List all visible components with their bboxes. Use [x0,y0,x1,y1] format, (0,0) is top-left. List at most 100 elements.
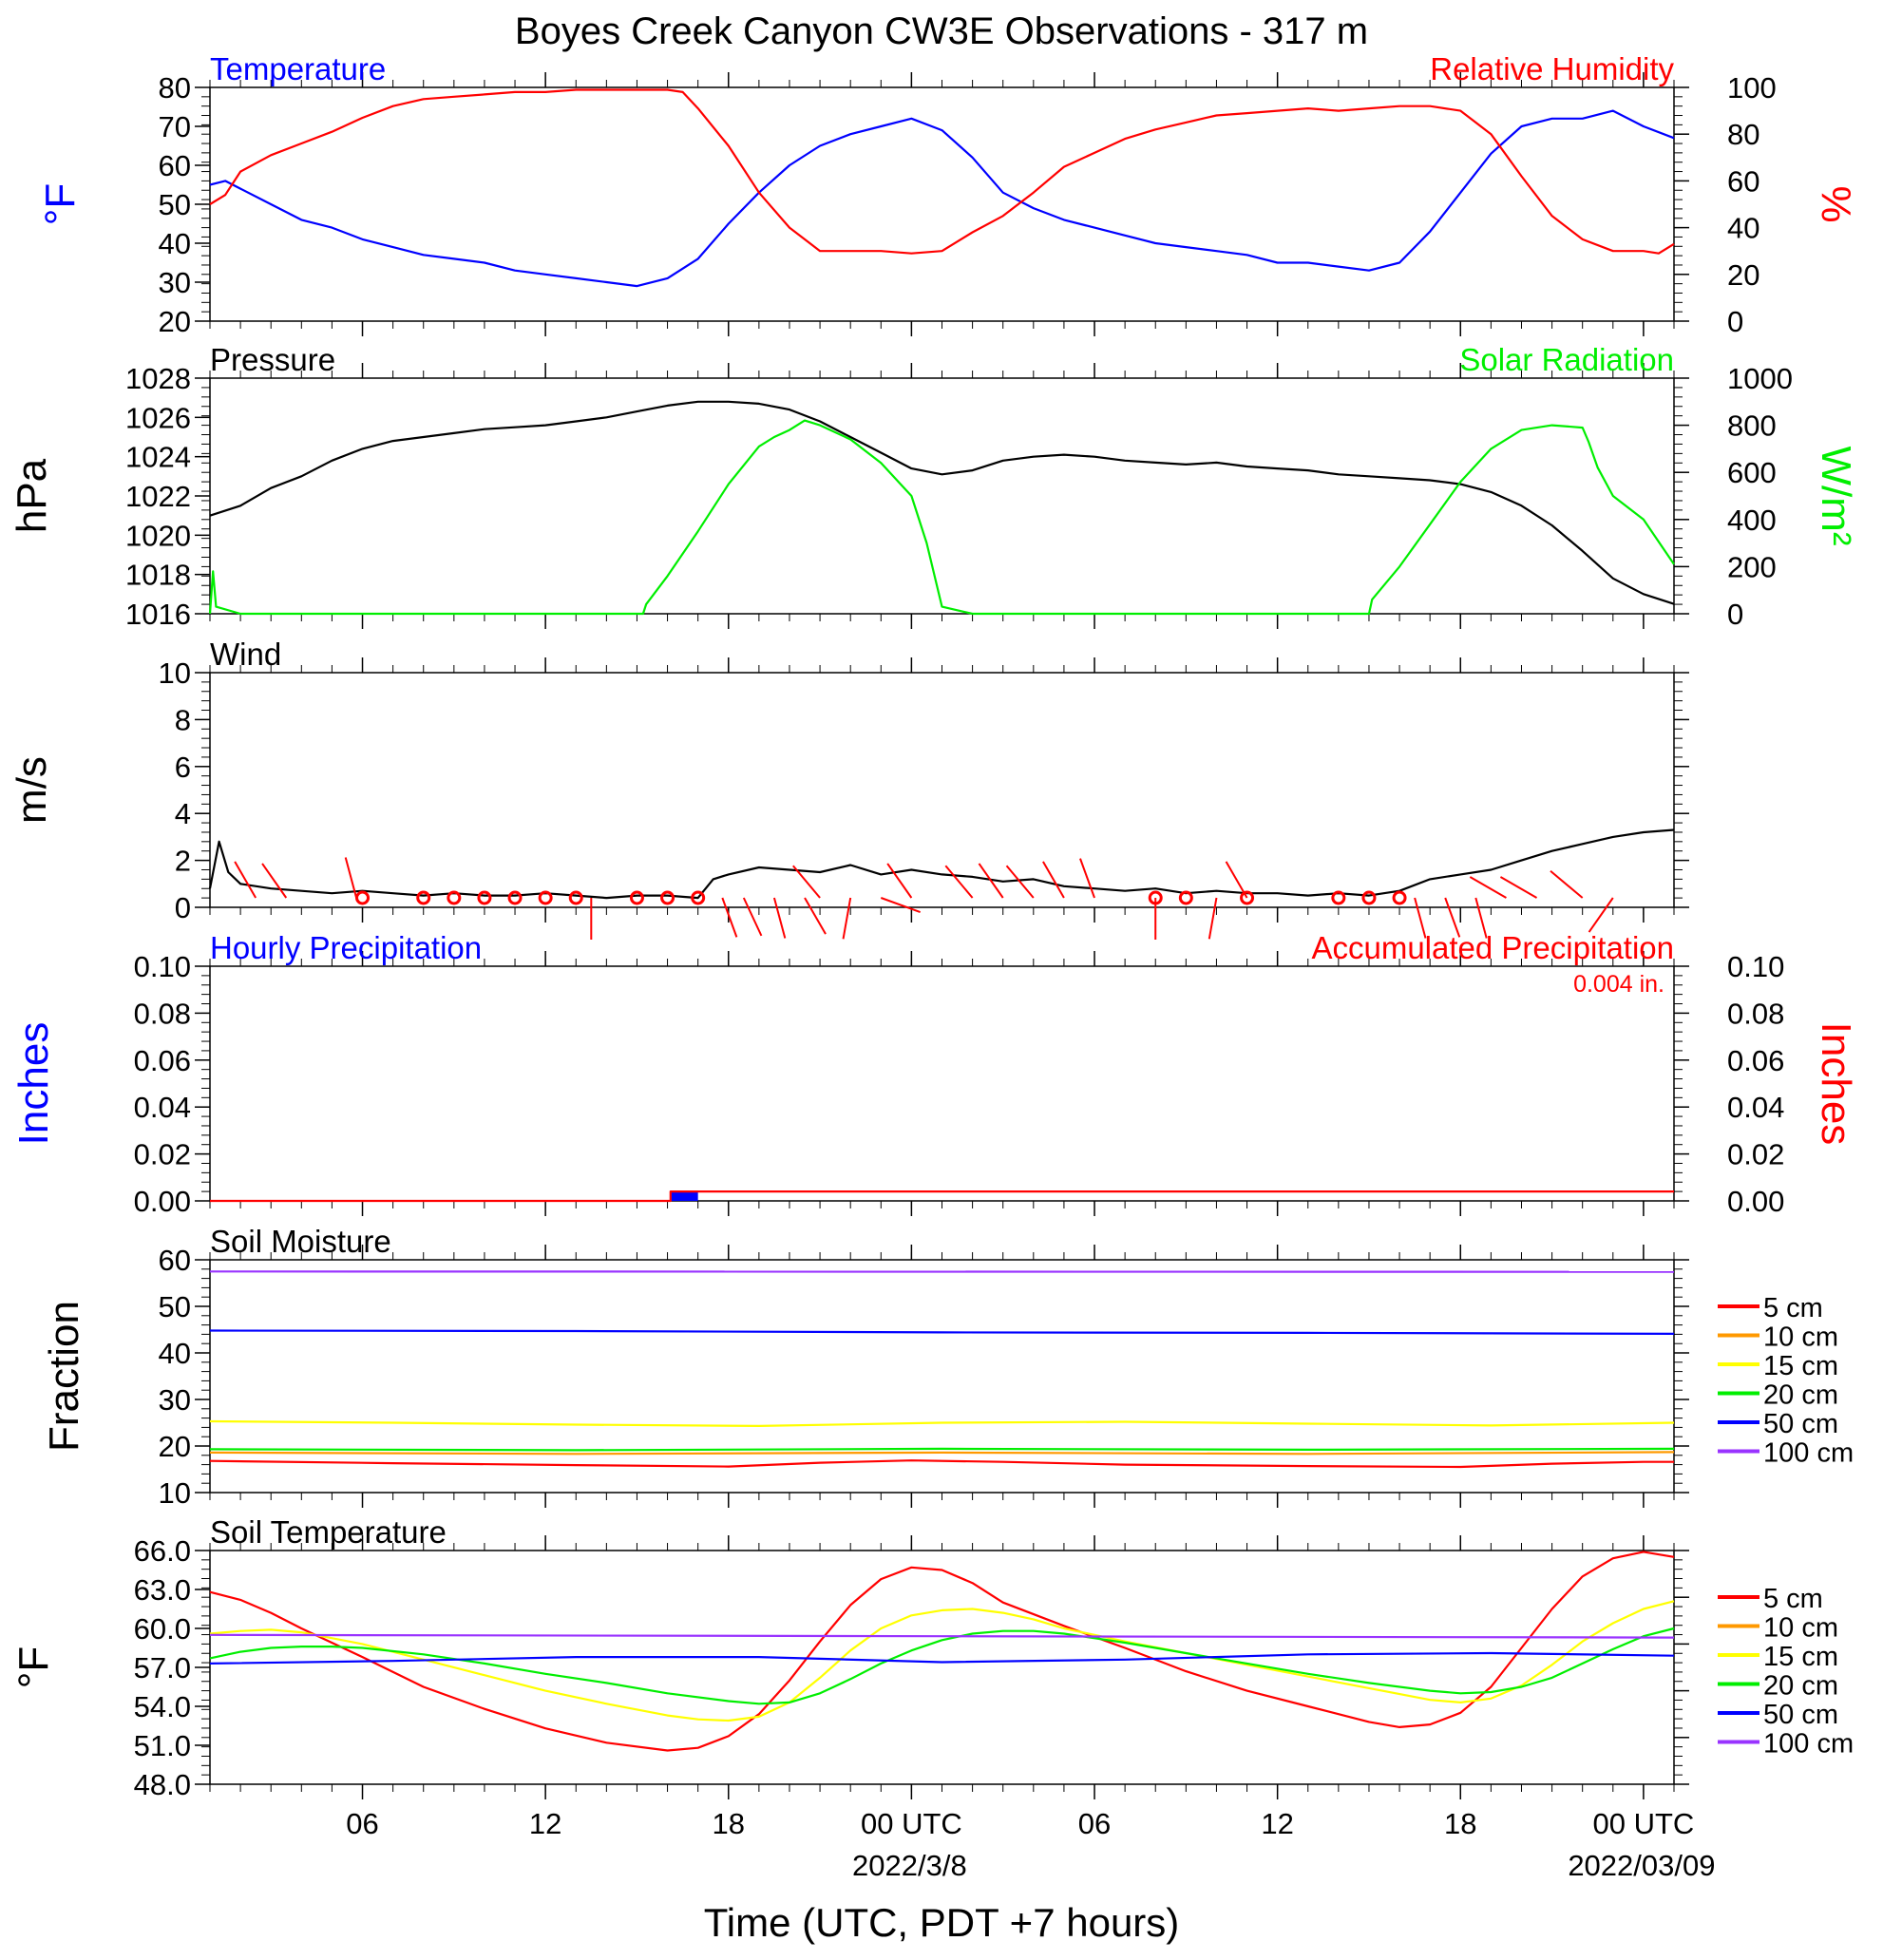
wind-calm-marker [631,892,642,904]
pressure_solar-right-title: Solar Radiation [1459,342,1674,377]
wind-barb [844,898,851,939]
wind-calm-marker [357,892,369,904]
precip-left-title: Hourly Precipitation [210,930,482,965]
wind-barb [805,898,826,934]
soil_temp-ylabel-left: °F [10,1646,57,1688]
pressure_solar-ytick-right: 800 [1727,409,1777,443]
soil_moisture-ytick-left: 30 [159,1383,191,1417]
xtick-label: 12 [529,1807,561,1840]
soil_temp-ytick-left: 66.0 [134,1534,191,1568]
soil_temp-ytick-left: 57.0 [134,1651,191,1684]
wind-ytick-left: 6 [175,751,191,784]
soil_moisture-series-5-cm [210,1460,1674,1467]
precip-ytick-left: 0.04 [134,1091,191,1124]
precip-ytick-left: 0.06 [134,1044,191,1077]
wind-calm-marker [662,892,674,904]
wind-barb [1080,859,1094,898]
soil_temp-frame [210,1551,1674,1784]
xtick-label: 06 [1078,1807,1111,1840]
temp_rh-ytick-left: 20 [159,305,191,338]
soil_moisture-legend-label: 10 cm [1763,1323,1838,1353]
precip-frame [210,966,1674,1201]
soil_moisture-ytick-left: 20 [159,1430,191,1463]
temp_rh-ytick-right: 100 [1727,71,1777,105]
xtick-label: 18 [1444,1807,1476,1840]
soil_moisture-ytick-left: 40 [159,1337,191,1370]
wind-ytick-left: 0 [175,891,191,924]
soil_temp-ytick-left: 63.0 [134,1573,191,1607]
pressure_solar-ytick-left: 1024 [125,441,191,474]
wind-frame [210,673,1674,907]
xtick-label: 00 UTC [1592,1807,1694,1840]
wind-barb [774,898,785,939]
xdate-label: 2022/03/09 [1568,1849,1715,1882]
soil_temp-legend-label: 10 cm [1763,1613,1838,1644]
precip-ylabel-left: Inches [10,1022,57,1146]
xtick-label: 06 [346,1807,378,1840]
pressure_solar-ytick-right: 400 [1727,504,1777,537]
precip-ytick-left: 0.02 [134,1138,191,1171]
precip-ytick-left: 0.10 [134,950,191,983]
pressure_solar-series-solar-radiation [210,421,1674,614]
wind-calm-marker [1394,892,1405,904]
precip-ytick-right: 0.06 [1727,1044,1784,1077]
temp_rh-ytick-right: 80 [1727,118,1759,151]
soil_moisture-frame [210,1260,1674,1493]
pressure_solar-ytick-right: 600 [1727,456,1777,489]
chart-title: Boyes Creek Canyon CW3E Observations - 3… [515,10,1368,52]
wind-barb [881,898,920,912]
temp_rh-right-title: Relative Humidity [1430,51,1674,86]
temp_rh-ytick-left: 70 [159,110,191,143]
temp_rh-ytick-left: 50 [159,188,191,221]
soil_moisture-series-15-cm [210,1421,1674,1426]
precip-ytick-right: 0.08 [1727,997,1784,1030]
wind-ytick-left: 8 [175,703,191,736]
soil_moisture-legend-label: 20 cm [1763,1380,1838,1411]
precip-right-title: Accumulated Precipitation [1311,930,1674,965]
wind-barb [722,898,736,937]
wind-barb [262,864,286,898]
temp_rh-series-temperature [210,111,1674,287]
soil_temp-series-100-cm [210,1635,1674,1638]
soil_temp-ytick-left: 60.0 [134,1612,191,1646]
soil_temp-legend-label: 5 cm [1763,1584,1823,1614]
soil_moisture-ytick-left: 60 [159,1244,191,1277]
pressure_solar-ytick-left: 1018 [125,559,191,592]
pressure_solar-ytick-left: 1026 [125,401,191,434]
wind-barb [235,862,256,898]
soil_moisture-panel [195,1245,1759,1508]
temp_rh-left-title: Temperature [210,51,386,86]
temp_rh-ytick-right: 0 [1727,305,1743,338]
xaxis-label: Time (UTC, PDT +7 hours) [704,1900,1180,1945]
soil_moisture-series-50-cm [210,1331,1674,1334]
soil_temp-ytick-left: 48.0 [134,1768,191,1801]
soil_moisture-legend-label: 15 cm [1763,1351,1838,1381]
xdate-label: 2022/3/8 [852,1849,967,1882]
temp_rh-ytick-right: 20 [1727,258,1759,292]
xtick-label: 00 UTC [861,1807,962,1840]
wind-barb [1550,871,1583,898]
precip-ytick-right: 0.00 [1727,1185,1784,1218]
soil_temp-left-title: Soil Temperature [210,1514,447,1550]
soil_moisture-legend-label: 5 cm [1763,1293,1823,1323]
wind-calm-marker [509,892,521,904]
wind-panel [195,657,1689,940]
temp_rh-ytick-left: 60 [159,149,191,182]
precip-ytick-right: 0.10 [1727,950,1784,983]
wind-calm-marker [1363,892,1375,904]
wind-barb [1589,898,1613,932]
soil_temp-legend-label: 50 cm [1763,1700,1838,1730]
wind-barb [945,866,972,898]
pressure_solar-series-pressure [210,402,1674,604]
pressure_solar-ytick-right: 200 [1727,550,1777,583]
soil_moisture-ytick-left: 10 [159,1476,191,1510]
precip-series-accumulated-precipitation [210,1191,1674,1201]
soil_temp-legend-label: 100 cm [1763,1729,1854,1760]
soil_temp-series-5-cm [210,1551,1674,1750]
wind-ylabel-left: m/s [9,756,55,824]
wind-barb [887,864,911,898]
precip-ytick-right: 0.04 [1727,1091,1784,1124]
soil_temp-panel [195,1535,1759,1799]
xtick-label: 18 [713,1807,745,1840]
temp_rh-ytick-right: 60 [1727,164,1759,198]
